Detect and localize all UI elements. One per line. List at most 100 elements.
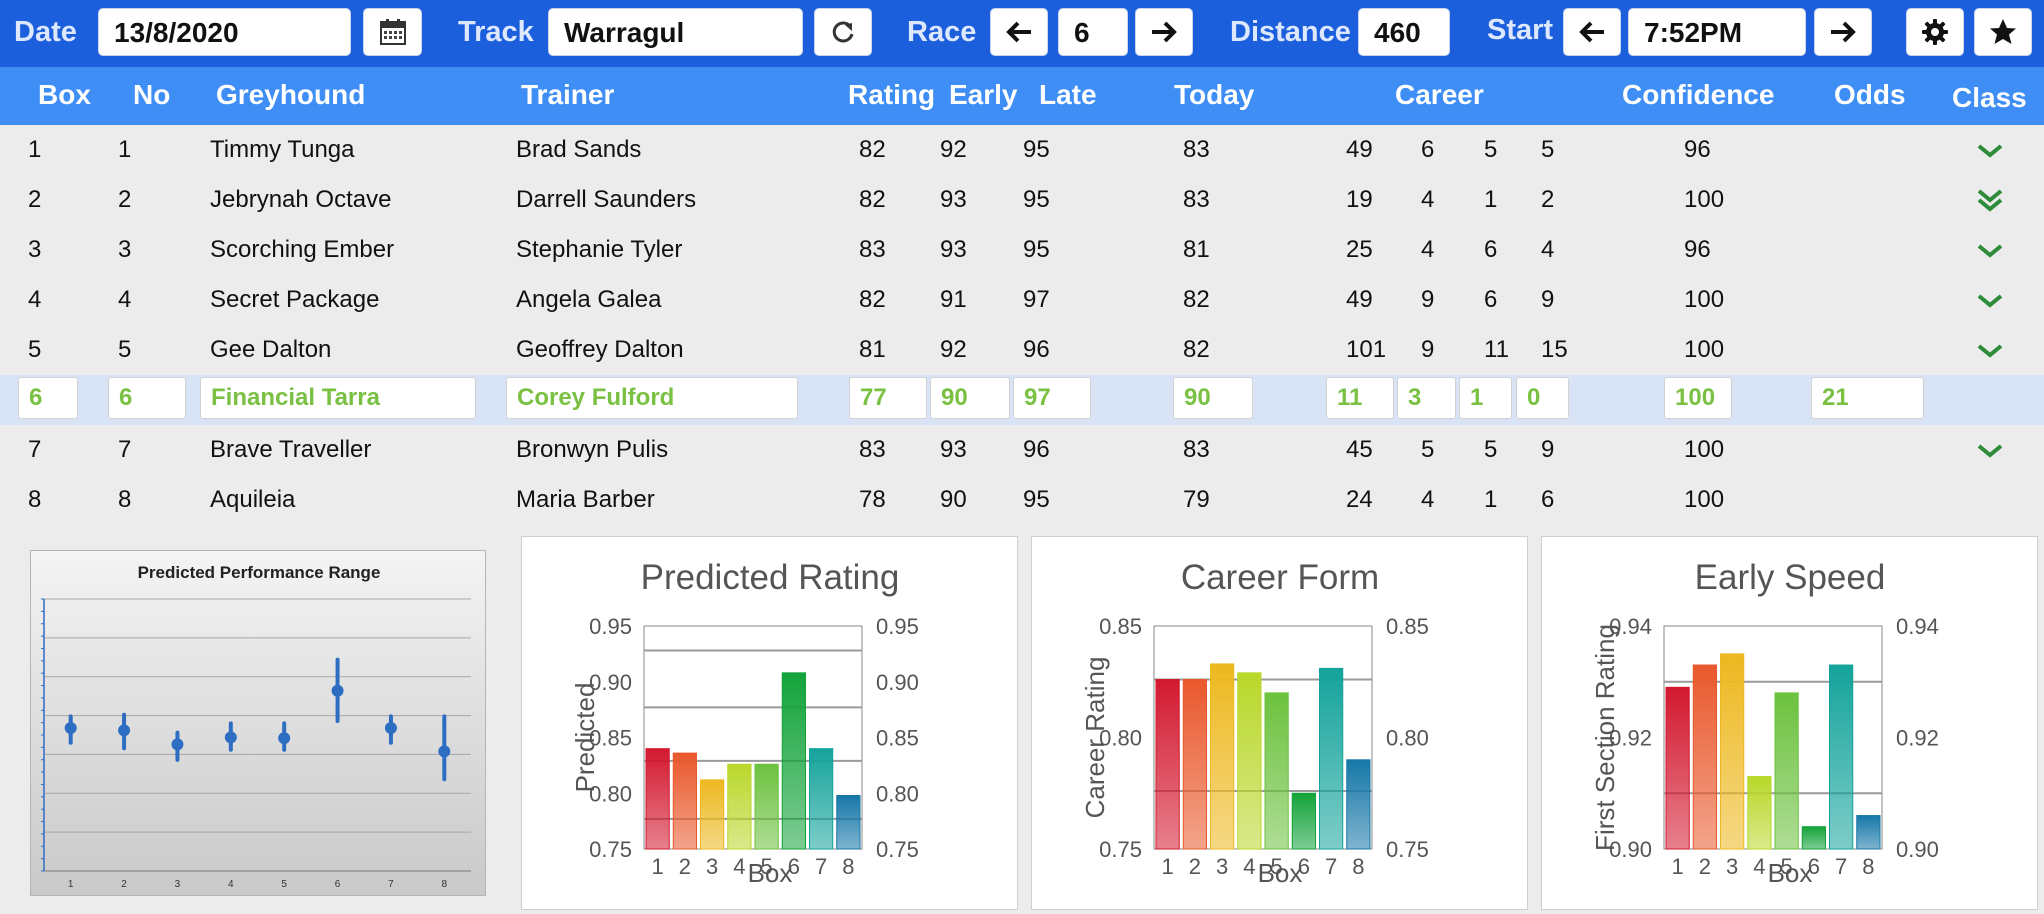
header-odds[interactable]: Odds xyxy=(1834,79,1906,110)
table-row[interactable]: 4 4 Secret Package Angela Galea 82 91 97 82 49 9 6… xyxy=(0,275,2044,325)
start-next-button[interactable] xyxy=(1814,8,1872,56)
today-cell[interactable]: 90 xyxy=(1173,377,1253,419)
race-field[interactable]: 6 xyxy=(1058,8,1128,56)
range-point xyxy=(384,722,397,735)
header-greyhound[interactable]: Greyhound xyxy=(216,79,366,110)
early-cell: 92 xyxy=(940,336,967,363)
career-thirds-cell[interactable]: 0 xyxy=(1516,377,1569,419)
greyhound-cell: Secret Package xyxy=(210,286,380,313)
header-class[interactable]: Class xyxy=(1952,82,2027,113)
no-cell: 2 xyxy=(118,186,132,213)
header-today[interactable]: Today xyxy=(1174,79,1255,110)
header-career[interactable]: Career xyxy=(1395,79,1484,110)
favourite-button[interactable] xyxy=(1974,8,2032,56)
bar xyxy=(1829,664,1854,850)
greyhound-cell: Gee Dalton xyxy=(210,336,332,363)
table-row[interactable]: 2 2 Jebrynah Octave Darrell Saunders 82 93 95 8… xyxy=(0,175,2044,225)
distance-field[interactable]: 460 xyxy=(1358,8,1450,56)
refresh-button[interactable] xyxy=(814,8,872,56)
career-thirds-cell: 9 xyxy=(1541,436,1555,463)
date-field[interactable]: 13/8/2020 xyxy=(98,8,351,56)
header-rating[interactable]: Rating xyxy=(848,79,936,110)
race-prev-button[interactable] xyxy=(990,8,1048,56)
box-cell: 2 xyxy=(28,186,42,213)
arrow-left-icon xyxy=(1006,21,1031,43)
career-seconds-cell: 1 xyxy=(1484,486,1498,513)
bar xyxy=(754,763,779,850)
career-wins-cell[interactable]: 3 xyxy=(1397,377,1456,419)
x-tick-label: 8 xyxy=(442,879,448,890)
table-row[interactable]: 7 7 Brave Traveller Bronwyn Pulis 83 93 96 83 45… xyxy=(0,425,2044,475)
odds-cell[interactable]: 21 xyxy=(1811,377,1924,419)
plot-frame xyxy=(1663,625,1883,850)
start-time-field[interactable]: 7:52PM xyxy=(1628,8,1806,56)
greyhound-cell[interactable]: Financial Tarra xyxy=(200,377,476,419)
late-cell[interactable]: 97 xyxy=(1013,377,1091,419)
x-tick-label: 7 xyxy=(815,854,827,879)
settings-button[interactable] xyxy=(1906,8,1964,56)
arrow-right-icon xyxy=(1831,21,1856,43)
x-tick-label: 7 xyxy=(1325,854,1337,879)
x-tick-label: 7 xyxy=(388,879,394,890)
table-row-selected[interactable]: 6 6 Financial Tarra Corey Fulford 77 90 97 90 11… xyxy=(0,375,2044,425)
bar xyxy=(1346,759,1371,850)
early-cell: 93 xyxy=(940,186,967,213)
trainer-cell: Angela Galea xyxy=(516,286,662,313)
trainer-cell[interactable]: Corey Fulford xyxy=(506,377,798,419)
start-prev-button[interactable] xyxy=(1563,8,1621,56)
predicted-rating-panel: Predicted Rating Box Predicted 0.75 0.75 0.80… xyxy=(521,536,1018,910)
box-cell[interactable]: 6 xyxy=(18,377,78,419)
table-row[interactable]: 1 1 Timmy Tunga Brad Sands 82 92 95 83 49 6 5 5 96 xyxy=(0,125,2044,175)
career-wins-cell: 9 xyxy=(1421,336,1435,363)
late-cell: 97 xyxy=(1023,286,1050,313)
range-point xyxy=(331,684,344,697)
box-cell: 3 xyxy=(28,236,42,263)
bar xyxy=(672,752,697,850)
late-cell: 95 xyxy=(1023,236,1050,263)
y-tick-label: 0.75 xyxy=(1099,837,1142,862)
header-trainer[interactable]: Trainer xyxy=(521,79,615,110)
runner-table: 1 1 Timmy Tunga Brad Sands 82 92 95 83 49 6 5 5 96 2 2… xyxy=(0,125,2044,525)
trainer-cell: Brad Sands xyxy=(516,136,642,163)
no-cell[interactable]: 6 xyxy=(108,377,186,419)
x-tick-label: 8 xyxy=(1862,854,1874,879)
header-confidence[interactable]: Confidence xyxy=(1622,79,1775,110)
y-axis-label: Career Rating xyxy=(1080,657,1110,819)
early-cell[interactable]: 90 xyxy=(930,377,1010,419)
race-next-button[interactable] xyxy=(1135,8,1193,56)
table-row[interactable]: 5 5 Gee Dalton Geoffrey Dalton 81 92 96 82 101 9 1… xyxy=(0,325,2044,375)
box-cell: 8 xyxy=(28,486,42,513)
box-cell: 1 xyxy=(28,136,42,163)
table-row[interactable]: 8 8 Aquileia Maria Barber 78 90 95 79 24 4 1 6 100 xyxy=(0,475,2044,525)
calendar-button[interactable] xyxy=(363,8,422,56)
table-row[interactable]: 3 3 Scorching Ember Stephanie Tyler 83 93 95 81… xyxy=(0,225,2044,275)
x-tick-label: 5 xyxy=(761,854,773,879)
bar xyxy=(1720,653,1745,850)
x-tick-label: 5 xyxy=(281,879,287,890)
rating-cell: 81 xyxy=(859,336,886,363)
career-seconds-cell[interactable]: 1 xyxy=(1459,377,1512,419)
late-cell: 95 xyxy=(1023,486,1050,513)
rating-cell: 82 xyxy=(859,136,886,163)
header-box[interactable]: Box xyxy=(38,79,91,110)
x-axis-label: Box xyxy=(1258,858,1303,888)
early-cell: 93 xyxy=(940,236,967,263)
rating-cell[interactable]: 77 xyxy=(849,377,927,419)
y-tick-label: 0.94 xyxy=(1609,614,1652,639)
header-late[interactable]: Late xyxy=(1039,79,1097,110)
header-early[interactable]: Early xyxy=(949,79,1018,110)
late-cell: 96 xyxy=(1023,436,1050,463)
arrow-right-icon xyxy=(1152,21,1177,43)
confidence-cell: 100 xyxy=(1684,286,1725,313)
track-field[interactable]: Warragul xyxy=(548,8,803,56)
trainer-cell: Geoffrey Dalton xyxy=(516,336,684,363)
confidence-cell[interactable]: 100 xyxy=(1664,377,1732,419)
late-cell: 95 xyxy=(1023,186,1050,213)
career-starts-cell[interactable]: 11 xyxy=(1326,377,1394,419)
career-form-panel: Career Form Box Career Rating 0.75 0.75 0.80 0… xyxy=(1031,536,1528,910)
chart-title: Early Speed xyxy=(1695,558,1886,597)
chart-title: Predicted Rating xyxy=(641,558,900,597)
y-tick-label-right: 0.95 xyxy=(876,614,919,639)
header-no[interactable]: No xyxy=(133,79,171,110)
no-cell: 1 xyxy=(118,136,132,163)
